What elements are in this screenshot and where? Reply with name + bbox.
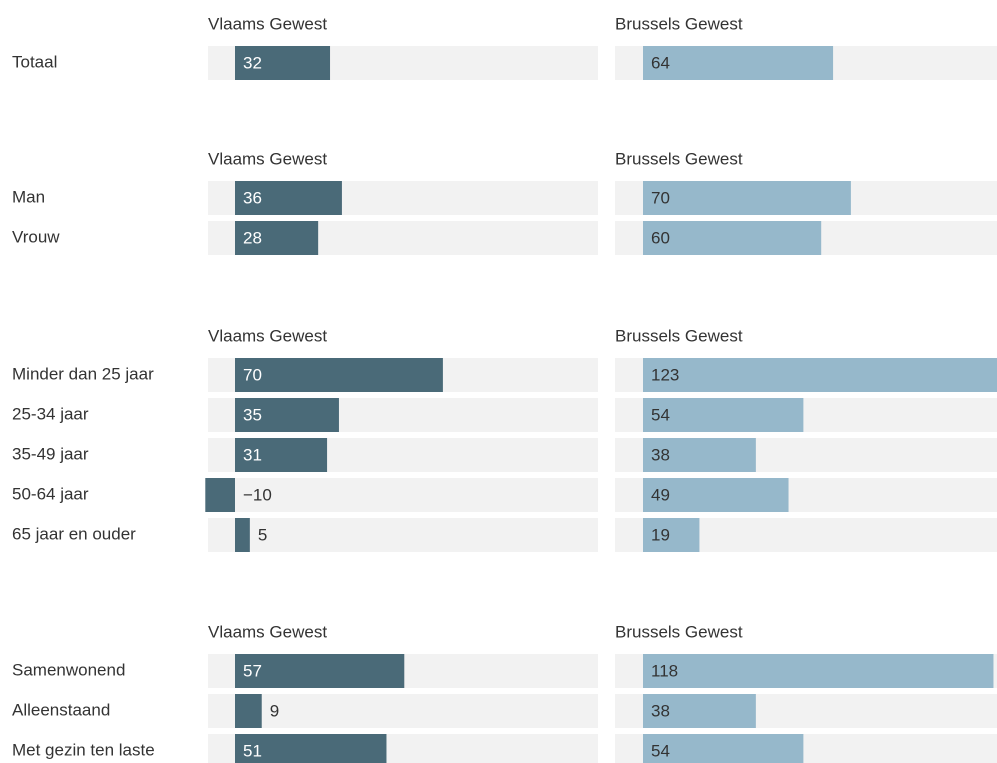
panel: 118 38 54 (615, 654, 997, 763)
value-label: 54 (651, 405, 670, 424)
bar (643, 358, 997, 392)
panel-header: Vlaams Gewest (208, 14, 327, 33)
bar (235, 221, 319, 255)
panel-header: Brussels Gewest (615, 14, 743, 33)
value-label: 36 (243, 188, 262, 207)
value-label: 51 (243, 741, 262, 760)
panel: 64 (615, 46, 997, 80)
value-label: 35 (243, 405, 262, 424)
bar (235, 358, 443, 392)
bar-background (208, 478, 598, 512)
value-label: 31 (243, 445, 262, 464)
bar (643, 181, 851, 215)
bar (643, 734, 804, 763)
value-label: −10 (243, 485, 272, 504)
panel: 36 28 (208, 181, 598, 255)
category-label: 50-64 jaar (12, 484, 89, 503)
panel: 123 54 38 49 19 (615, 358, 997, 552)
bar (235, 694, 262, 728)
panel-header: Brussels Gewest (615, 326, 743, 345)
panel: 70 60 (615, 181, 997, 255)
value-label: 64 (651, 53, 670, 72)
value-label: 28 (243, 228, 262, 247)
panel-header: Vlaams Gewest (208, 326, 327, 345)
value-label: 19 (651, 525, 670, 544)
panel: 57 9 51 (208, 654, 598, 763)
value-label: 9 (270, 701, 279, 720)
bar (643, 438, 756, 472)
bar (235, 46, 331, 80)
bar (643, 518, 700, 552)
value-label: 38 (651, 445, 670, 464)
value-label: 123 (651, 365, 679, 384)
category-label: 25-34 jaar (12, 404, 89, 423)
bar (643, 654, 994, 688)
value-label: 57 (243, 661, 262, 680)
panel-header: Brussels Gewest (615, 149, 743, 168)
category-label: Man (12, 187, 45, 206)
value-label: 32 (243, 53, 262, 72)
category-label: Minder dan 25 jaar (12, 364, 154, 383)
bar (235, 438, 328, 472)
value-label: 70 (243, 365, 262, 384)
bar (643, 221, 822, 255)
value-label: 118 (651, 661, 678, 680)
category-label: Totaal (12, 52, 57, 71)
value-label: 38 (651, 701, 670, 720)
value-label: 5 (258, 525, 267, 544)
bar (643, 478, 789, 512)
bar (643, 694, 756, 728)
bar (643, 398, 804, 432)
category-label: 35-49 jaar (12, 444, 89, 463)
value-label: 49 (651, 485, 670, 504)
bar-background (208, 518, 598, 552)
value-label: 70 (651, 188, 670, 207)
value-label: 60 (651, 228, 670, 247)
bar (235, 518, 250, 552)
bar (235, 654, 405, 688)
panel: 32 (208, 46, 598, 80)
bar (643, 46, 834, 80)
category-label: Vrouw (12, 227, 60, 246)
bar (235, 181, 342, 215)
value-label: 54 (651, 741, 670, 760)
category-label: Alleenstaand (12, 700, 110, 719)
category-label: Samenwonend (12, 660, 125, 679)
bar (205, 478, 235, 512)
bar-background (208, 694, 598, 728)
panel-header: Vlaams Gewest (208, 149, 327, 168)
category-label: Met gezin ten laste (12, 740, 155, 759)
category-label: 65 jaar en ouder (12, 524, 136, 543)
bar (235, 734, 387, 763)
panel: 70 35 31 −10 5 (205, 358, 598, 552)
bar (235, 398, 339, 432)
panel-header: Vlaams Gewest (208, 622, 327, 641)
panel-header: Brussels Gewest (615, 622, 743, 641)
